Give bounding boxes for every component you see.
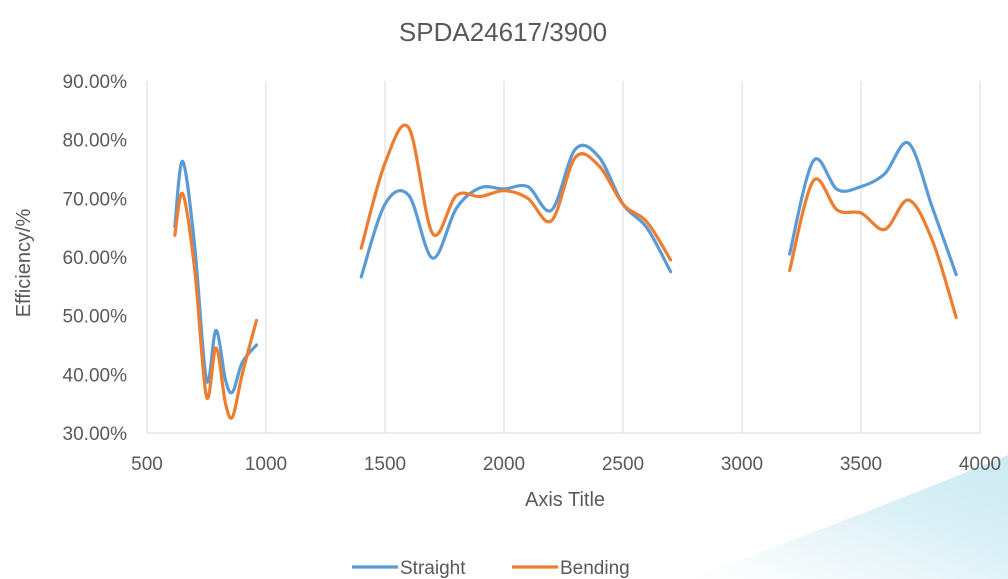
y-axis-tick-labels: 30.00% 40.00% 50.00% 60.00% 70.00% 80.00% 90.0…: [63, 72, 128, 445]
series-line-bending-segment-2: [359, 123, 673, 262]
series-line-straight-segment-2: [359, 143, 673, 279]
x-tick-label: 4000: [959, 454, 1001, 475]
y-tick-label: 80.00%: [63, 131, 128, 152]
series-lines: [173, 123, 958, 420]
x-tick-label: 3000: [721, 454, 763, 475]
series-line-straight-segment-1: [173, 159, 259, 395]
y-tick-label: 60.00%: [63, 248, 128, 269]
y-tick-label: 40.00%: [63, 365, 128, 386]
legend-label-straight: Straight: [400, 558, 466, 579]
series-line-bending-segment-3: [788, 177, 958, 320]
gridlines: [146, 81, 981, 434]
chart-title: SPDA24617/3900: [399, 17, 607, 47]
series-line-straight-segment-3: [788, 140, 958, 277]
x-tick-label: 2000: [483, 454, 525, 475]
x-tick-label: 500: [131, 454, 163, 475]
x-tick-label: 1000: [245, 454, 287, 475]
x-tick-label: 3500: [840, 454, 882, 475]
legend-label-bending: Bending: [560, 558, 630, 579]
x-tick-label: 1500: [364, 454, 406, 475]
x-axis-title: Axis Title: [525, 489, 605, 511]
y-axis-title: Efficiency/%: [13, 209, 35, 318]
y-tick-label: 70.00%: [63, 189, 128, 210]
legend: Straight Bending: [352, 558, 630, 579]
x-tick-label: 2500: [602, 454, 644, 475]
series-line-bending-segment-1: [173, 191, 259, 420]
x-axis-tick-labels: 500 1000 1500 2000 2500 3000 3500 4000: [131, 454, 1001, 475]
background-decoration: [690, 455, 1008, 579]
y-tick-label: 30.00%: [63, 424, 128, 445]
y-tick-label: 90.00%: [63, 72, 128, 93]
y-tick-label: 50.00%: [63, 307, 128, 328]
